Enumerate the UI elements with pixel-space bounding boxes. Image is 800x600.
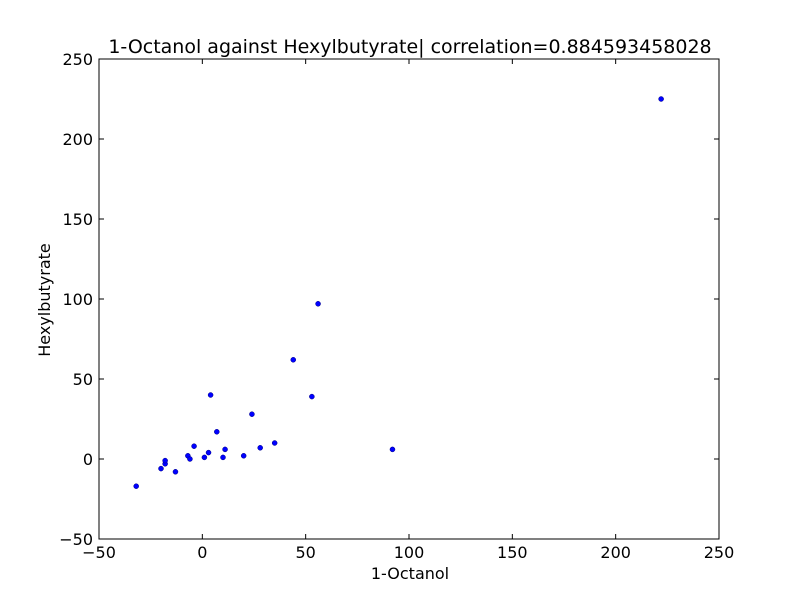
x-tick-label: 150	[497, 543, 528, 562]
data-point	[158, 465, 164, 472]
x-tick-label: −50	[82, 543, 116, 562]
y-tick-label: 50	[73, 370, 93, 389]
x-tick-label: 200	[600, 543, 631, 562]
y-tick-label: 250	[62, 50, 93, 69]
data-point	[205, 449, 212, 456]
y-axis-title: Hexylbutyrate	[35, 243, 54, 357]
y-tick-label: 100	[62, 290, 93, 309]
data-point	[389, 446, 396, 453]
data-point	[658, 96, 664, 102]
data-point	[191, 443, 197, 449]
data-point	[187, 456, 193, 462]
data-point	[172, 469, 179, 475]
x-axis-title: 1-Octanol	[371, 564, 449, 583]
data-point	[214, 429, 220, 435]
x-tick-label: 0	[197, 543, 207, 562]
data-point	[249, 411, 255, 417]
y-tick-label: 0	[83, 450, 93, 469]
y-tick-label: 150	[62, 210, 93, 229]
data-point	[133, 483, 139, 489]
data-point	[257, 445, 263, 451]
x-tick-label: 50	[295, 543, 315, 562]
plot-area: −50 0 50 100 150 200 250 −50 0 50 100 150 200 250	[59, 50, 734, 562]
x-tick-label: 250	[704, 543, 735, 562]
data-point	[201, 454, 208, 461]
data-point	[207, 392, 214, 398]
data-point	[271, 440, 278, 446]
data-point	[222, 446, 228, 453]
data-point	[309, 393, 315, 400]
data-point	[290, 357, 297, 363]
data-point	[162, 457, 168, 464]
y-tick-label: 200	[62, 130, 93, 149]
x-tick-label: 100	[394, 543, 425, 562]
y-tick-label: −50	[59, 530, 93, 549]
chart-title: 1-Octanol against Hexylbutyrate| correla…	[108, 36, 711, 58]
data-point	[220, 454, 226, 461]
data-point	[315, 301, 321, 307]
axes-frame	[98, 58, 720, 540]
data-point	[240, 453, 247, 459]
